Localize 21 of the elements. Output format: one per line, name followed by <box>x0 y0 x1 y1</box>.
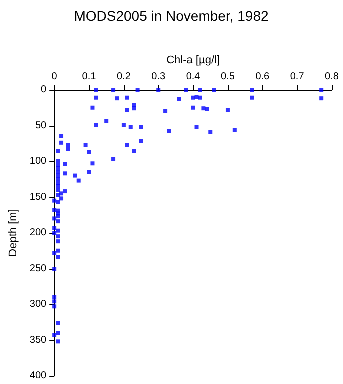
x-tick-label: 0.8 <box>325 72 340 82</box>
y-tick-label: 50 <box>35 120 48 132</box>
x-tick-label: 0.5 <box>221 72 236 82</box>
y-tick-label: 150 <box>30 192 48 203</box>
y-tick-label: 400 <box>30 370 48 382</box>
y-tick-label: 100 <box>30 156 48 167</box>
x-tick-label: 0.4 <box>186 72 201 82</box>
x-tick-label: 0 <box>52 72 58 82</box>
y-tick-label: 300 <box>30 299 48 310</box>
x-axis-title: Chl-a [µg/l] <box>166 54 220 66</box>
x-tick-label: 0.2 <box>116 72 132 82</box>
x-tick-label: 0.7 <box>290 72 305 82</box>
y-tick-label: 0 <box>41 84 48 96</box>
x-tick-label: 0.1 <box>82 72 97 82</box>
x-tick-label: 0.6 <box>256 72 270 82</box>
y-tick-label: 350 <box>30 334 48 346</box>
y-tick-label: 200 <box>30 228 48 238</box>
y-axis-title: Depth [m] <box>8 209 20 257</box>
chart-title: MODS2005 in November, 1982 <box>74 8 269 24</box>
x-tick-label: 0.3 <box>152 72 166 82</box>
y-tick-label: 250 <box>30 263 48 274</box>
